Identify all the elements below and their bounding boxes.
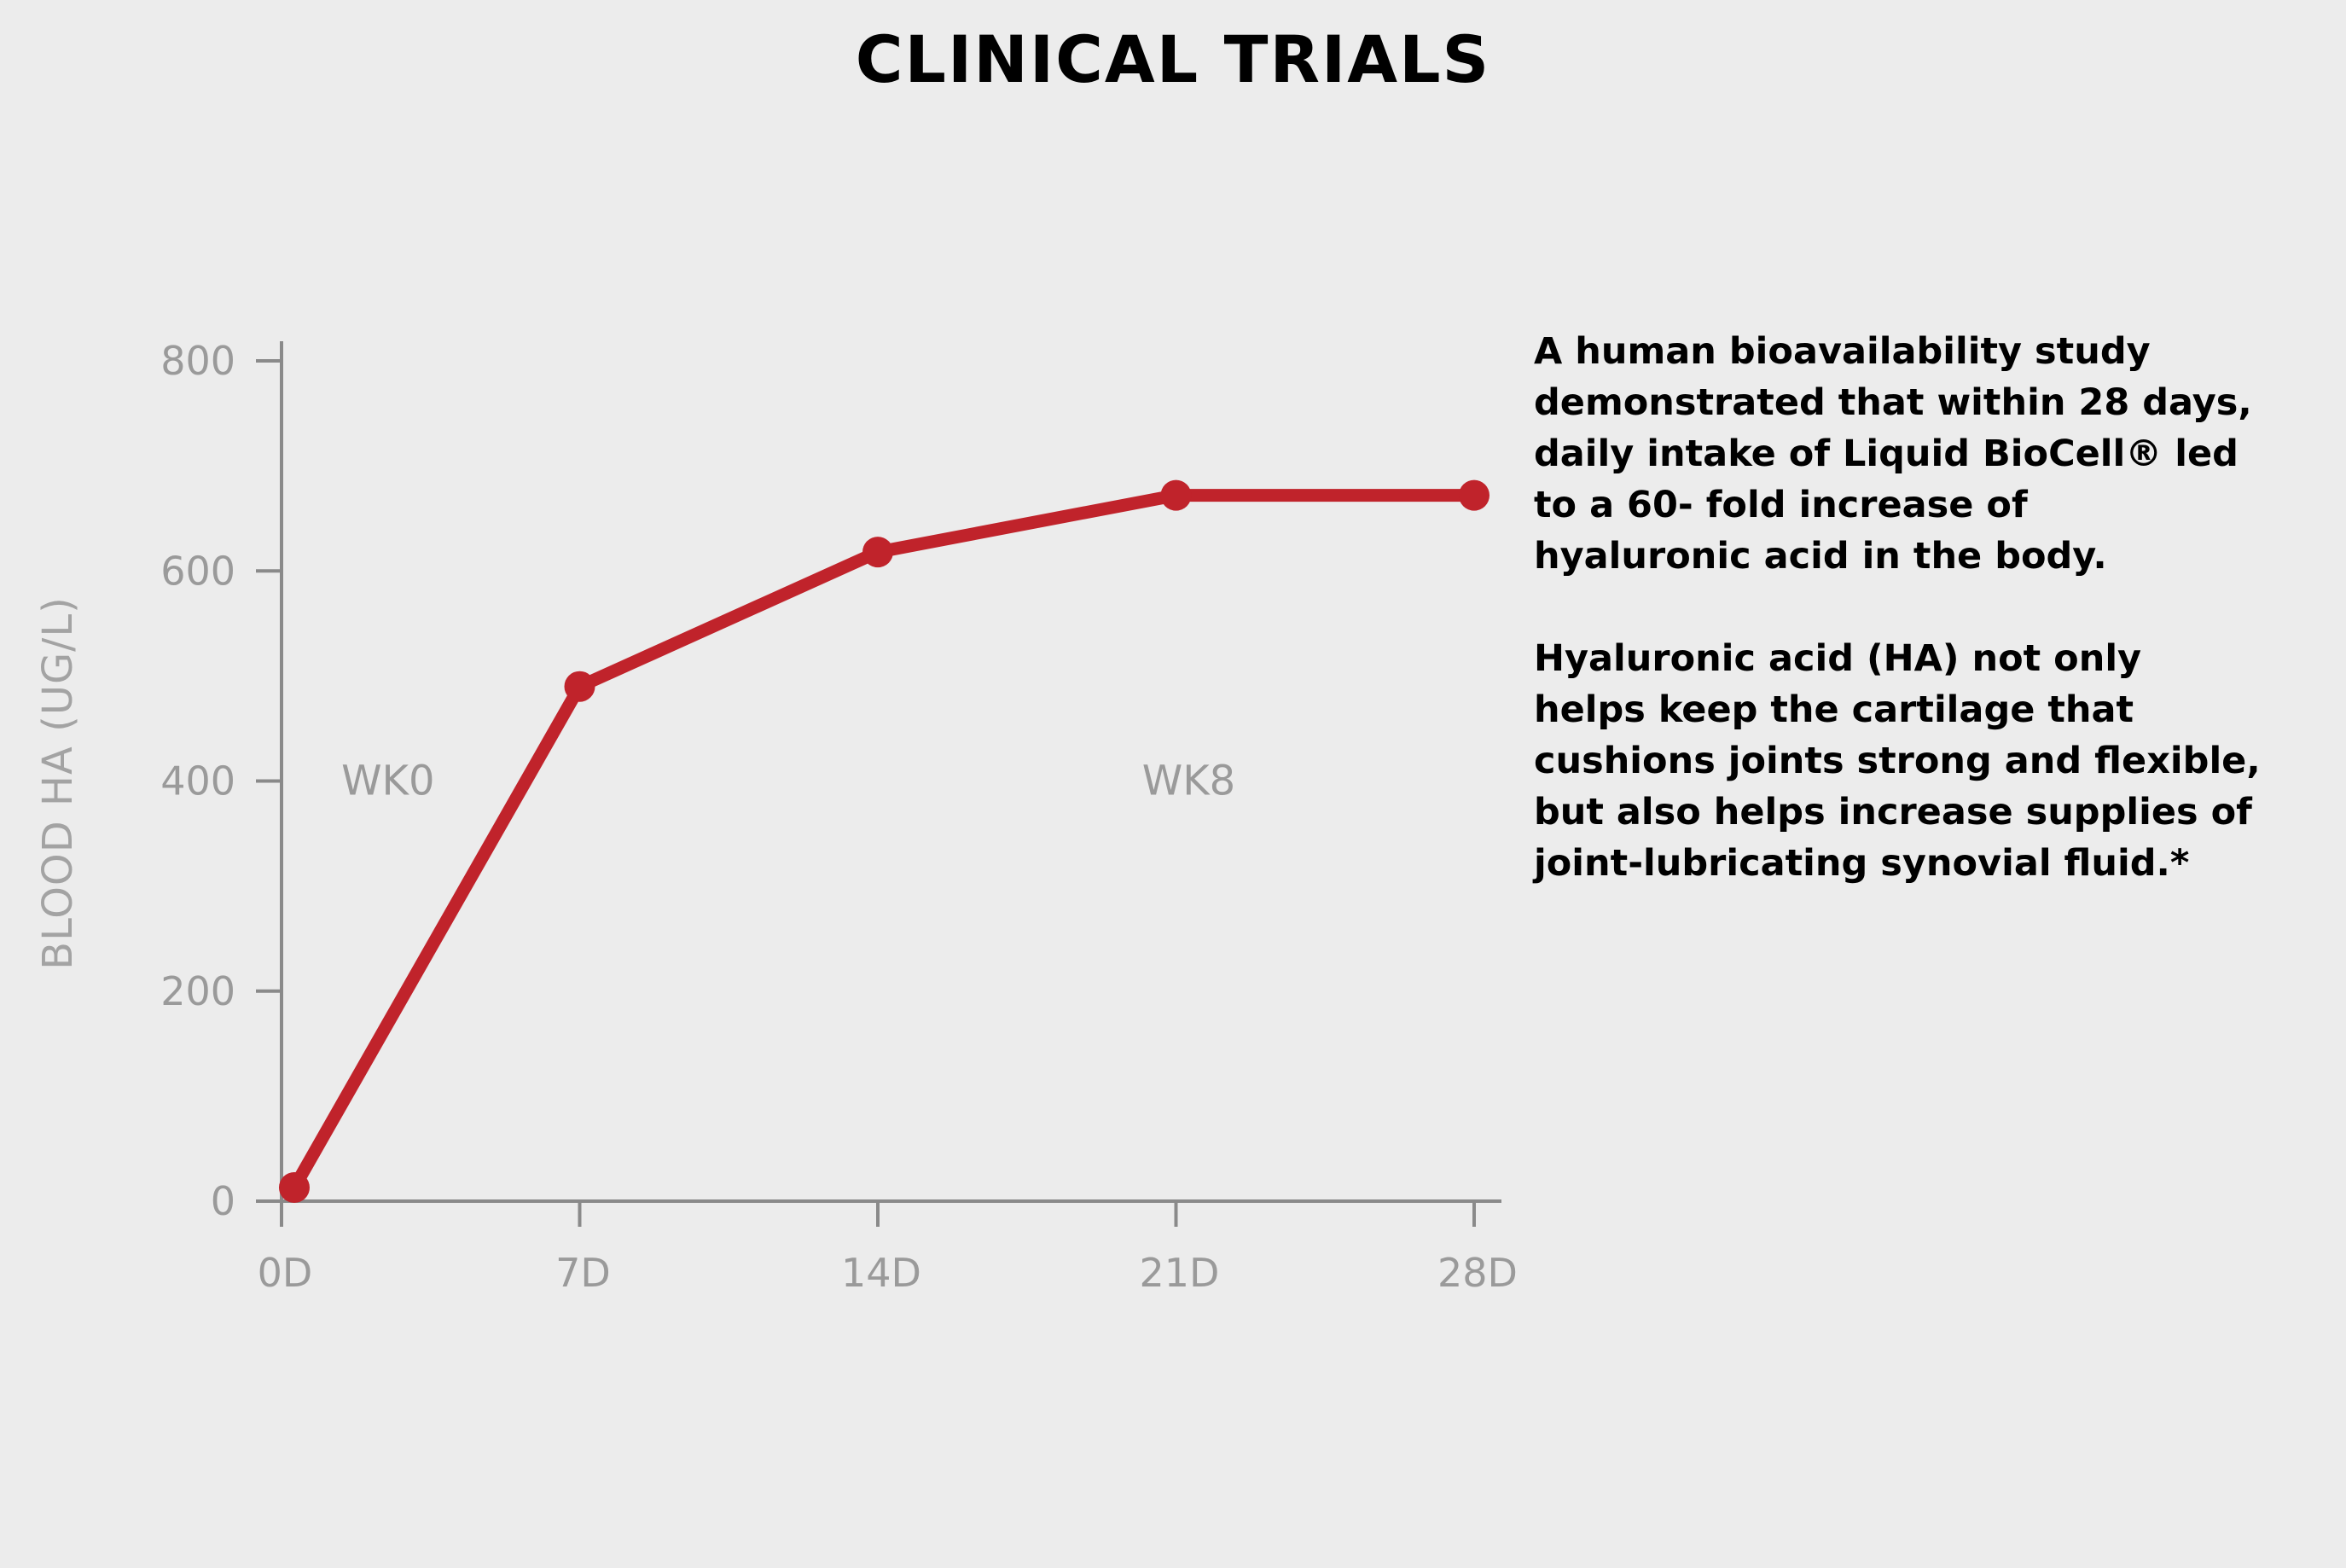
description-paragraph-2: Hyaluronic acid (HA) not only helps keep… <box>1534 637 2261 885</box>
page-title: CLINICAL TRIALS <box>855 21 1491 97</box>
data-point <box>1459 479 1489 511</box>
chart-annotation: WK8 <box>1142 758 1235 805</box>
y-tick-label: 400 <box>160 758 235 804</box>
chart-axes <box>256 341 1501 1203</box>
y-tick-label: 0 <box>211 1178 235 1224</box>
x-tick-label: 21D <box>1140 1250 1220 1296</box>
x-tick-label: 0D <box>258 1250 313 1296</box>
y-axis-title: BLOOD HA (UG/L) <box>34 596 82 970</box>
data-point <box>278 1171 310 1203</box>
data-point <box>862 537 893 568</box>
y-tick-label: 200 <box>160 968 235 1014</box>
series-line <box>287 489 1481 1194</box>
chart-annotation: WK0 <box>341 758 434 805</box>
y-tick-label: 800 <box>160 338 235 384</box>
x-tick-label: 28D <box>1437 1250 1518 1296</box>
y-axis-ticks: 0 200 400 600 800 <box>160 338 282 1224</box>
data-point <box>1160 479 1192 511</box>
chart-annotations: WK0 WK8 <box>341 758 1235 805</box>
x-tick-label: 14D <box>841 1250 921 1296</box>
x-axis-ticks: 0D 7D 14D 21D 28D <box>258 1201 1518 1296</box>
description-paragraph-1: A human bioavailability study demonstrat… <box>1534 330 2252 578</box>
y-tick-label: 600 <box>160 548 235 594</box>
x-tick-label: 7D <box>555 1250 611 1296</box>
data-point <box>564 671 595 702</box>
chart-series <box>278 479 1489 1203</box>
description-text: A human bioavailability study demonstrat… <box>1534 326 2302 940</box>
